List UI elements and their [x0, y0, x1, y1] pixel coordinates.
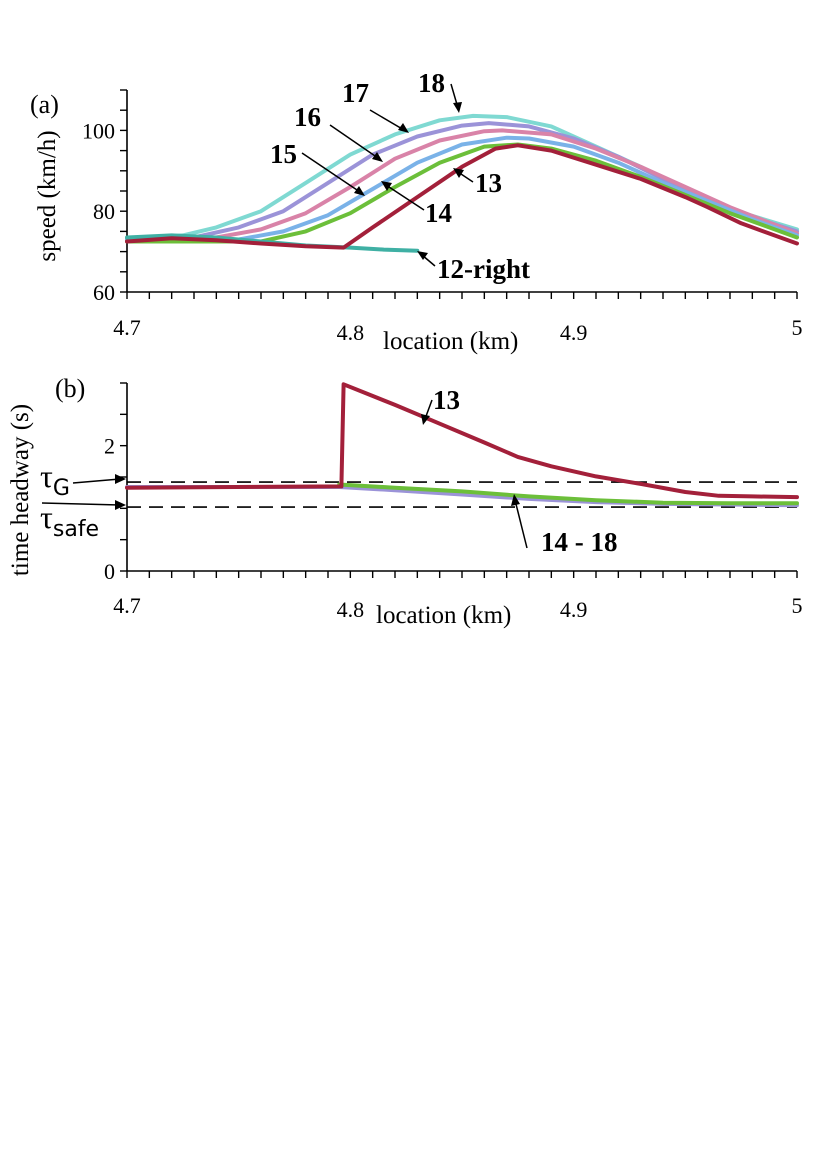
series-line-13	[125, 382, 799, 500]
panel-a-label: (a)	[30, 90, 59, 119]
series-label-13-b: 13	[433, 385, 460, 415]
arrowhead-14-18	[511, 494, 520, 506]
arrowhead-13-b	[421, 414, 430, 425]
arrow-17	[369, 109, 405, 131]
headway-x-axis-label: location (km)	[376, 602, 511, 629]
arrowhead-14	[381, 181, 392, 191]
y-tick-label: 0	[104, 559, 115, 584]
series-label-13: 13	[475, 168, 502, 198]
speed-chart-panel: (a) speed (km/h) 4.7 4.8 4.9 5 60 80 100 locat…	[30, 68, 803, 355]
headway-chart-panel: (b) time headway (s) 4.7 4.8 4.9 5 0 2 locati…	[7, 374, 803, 629]
headway-axes: 4.7 4.8 4.9 5 0 2	[104, 382, 803, 622]
tau-g-arrow	[72, 478, 121, 484]
speed-axes: 4.7 4.8 4.9 5 60 80 100	[82, 89, 803, 345]
tau-g-label: τG	[40, 458, 70, 501]
series-label-15: 15	[270, 139, 297, 169]
x-tick-label: 4.9	[560, 597, 588, 622]
speed-series-group	[125, 113, 799, 253]
speed-y-axis-label: speed (km/h)	[34, 130, 61, 261]
headway-y-axis-label: time headway (s)	[7, 404, 34, 576]
tau-safe-arrowhead	[115, 500, 126, 510]
x-tick-label: 4.7	[113, 315, 141, 340]
x-tick-label: 4.7	[113, 593, 141, 618]
tau-safe-arrow	[41, 502, 121, 506]
x-tick-label: 4.9	[560, 320, 588, 345]
series-line-14-18-green-	[337, 482, 799, 506]
x-tick-label: 5	[792, 315, 803, 340]
x-tick-label: 5	[792, 593, 803, 618]
tau-safe-label: τsafe	[40, 499, 99, 542]
arrowhead-15	[354, 186, 365, 196]
arrowhead-18	[453, 102, 462, 113]
x-tick-label: 4.8	[337, 597, 365, 622]
series-line-15	[125, 135, 799, 242]
arrow-14-18	[514, 499, 528, 549]
arrow-15	[301, 152, 361, 193]
series-label-18: 18	[418, 68, 445, 98]
series-label-12-right: 12-right	[437, 254, 530, 284]
y-tick-label: 2	[104, 434, 115, 459]
arrowhead-17	[398, 123, 409, 133]
arrow-16	[329, 124, 379, 159]
series-label-14-18: 14 - 18	[541, 527, 618, 557]
arrow-14	[385, 184, 425, 211]
series-line-13	[125, 143, 799, 250]
panel-b-label: (b)	[55, 374, 85, 403]
arrowhead-12-right	[417, 251, 428, 260]
y-tick-label: 60	[93, 280, 115, 305]
x-tick-label: 4.8	[337, 320, 365, 345]
y-tick-label: 80	[93, 199, 115, 224]
headway-series-group	[125, 382, 799, 508]
arrowhead-16	[372, 152, 383, 162]
y-tick-label: 100	[82, 118, 115, 143]
arrowhead-13a	[453, 168, 464, 178]
series-label-16: 16	[294, 102, 321, 132]
tau-g-arrowhead	[115, 474, 126, 484]
series-label-14: 14	[425, 198, 452, 228]
series-line-16	[125, 128, 799, 242]
series-label-17: 17	[342, 78, 369, 108]
speed-x-axis-label: location (km)	[383, 328, 518, 355]
